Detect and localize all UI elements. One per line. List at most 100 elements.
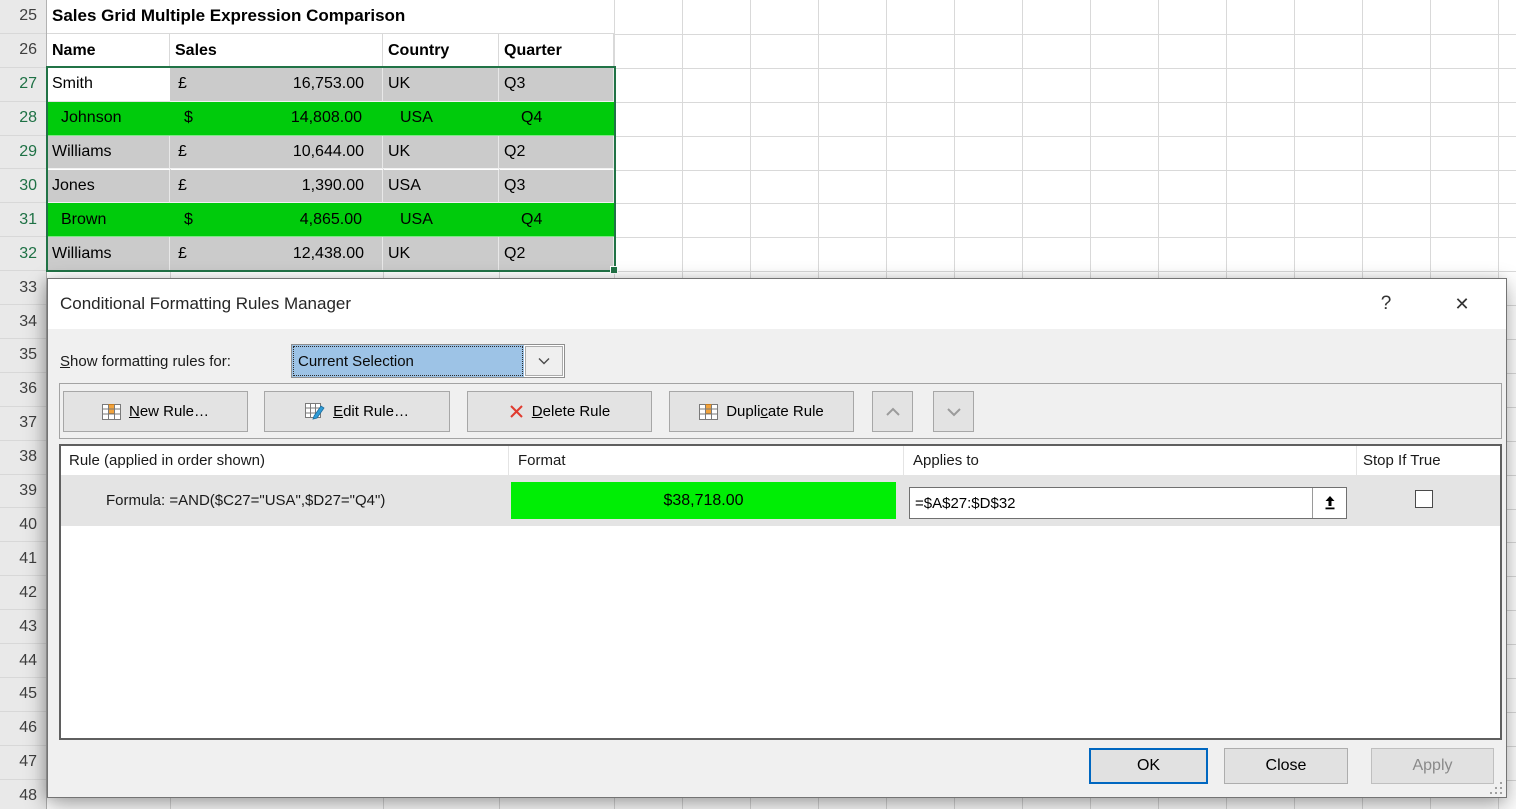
column-header-stop-if-true: Stop If True — [1363, 452, 1441, 469]
sheet-cell[interactable]: $4,865.00 — [170, 203, 383, 238]
row-header-28[interactable]: 28 — [0, 102, 46, 136]
rules-toolbar: New Rule… Edit Rule… Delete Rule — [59, 383, 1502, 439]
sheet-cell[interactable]: USA — [383, 203, 499, 238]
sheet-cell[interactable]: Q4 — [499, 101, 614, 136]
sheet-cell[interactable]: Q4 — [499, 203, 614, 238]
chevron-up-icon — [885, 407, 900, 416]
sheet-cell[interactable]: USA — [383, 169, 499, 204]
sheet-cell[interactable]: £10,644.00 — [170, 135, 383, 170]
delete-rule-label: Delete Rule — [531, 403, 611, 420]
collapse-dialog-range-picker-button[interactable] — [1312, 488, 1346, 518]
edit-rule-button[interactable]: Edit Rule… — [264, 391, 450, 432]
sheet-cell[interactable]: Smith — [47, 67, 170, 102]
row-header-32[interactable]: 32 — [0, 237, 46, 272]
row-header-40[interactable]: 40 — [0, 509, 46, 543]
row-header-48[interactable]: 48 — [0, 780, 46, 809]
new-rule-button[interactable]: New Rule… — [63, 391, 248, 432]
chevron-down-icon — [946, 407, 961, 416]
column-header-name[interactable]: Name — [47, 33, 170, 68]
row-header-36[interactable]: 36 — [0, 373, 46, 407]
show-rules-selected-value: Current Selection — [292, 345, 524, 377]
gridline — [47, 271, 1516, 273]
move-rule-up-button[interactable] — [872, 391, 913, 432]
row-header-31[interactable]: 31 — [0, 203, 46, 238]
dropdown-button[interactable] — [525, 346, 563, 376]
sales-amount: 16,753.00 — [292, 75, 364, 93]
row-header-26[interactable]: 26 — [0, 34, 46, 68]
row-header-38[interactable]: 38 — [0, 441, 46, 475]
delete-rule-button[interactable]: Delete Rule — [467, 391, 652, 432]
dialog-titlebar[interactable]: Conditional Formatting Rules Manager ? ✕ — [48, 279, 1506, 329]
gridline — [47, 169, 1516, 171]
rule-row[interactable]: Formula: =AND($C27="USA",$D27="Q4") $38,… — [61, 475, 1500, 526]
currency-symbol: £ — [178, 143, 187, 161]
close-button[interactable]: Close — [1224, 748, 1348, 784]
rule-description: Formula: =AND($C27="USA",$D27="Q4") — [106, 492, 386, 509]
sheet-cell[interactable]: Williams — [47, 237, 170, 272]
apply-button[interactable]: Apply — [1371, 748, 1494, 784]
close-dialog-button[interactable]: ✕ — [1442, 279, 1482, 329]
row-header-42[interactable]: 42 — [0, 576, 46, 611]
applies-to-input[interactable] — [910, 488, 1312, 518]
applies-to-range-group — [909, 487, 1347, 519]
sheet-cell[interactable]: Jones — [47, 169, 170, 204]
sheet-cell[interactable]: UK — [383, 67, 499, 102]
sheet-cell[interactable]: Q3 — [499, 67, 614, 102]
column-header-quarter[interactable]: Quarter — [499, 33, 614, 68]
help-button[interactable]: ? — [1366, 279, 1406, 329]
row-header-43[interactable]: 43 — [0, 610, 46, 645]
sheet-cell[interactable]: Q2 — [499, 135, 614, 170]
sheet-cell[interactable]: Johnson — [47, 101, 170, 136]
sheet-cell[interactable]: Brown — [47, 203, 170, 238]
row-header-35[interactable]: 35 — [0, 339, 46, 373]
sales-amount: 10,644.00 — [292, 143, 364, 161]
sales-amount: 1,390.00 — [301, 176, 364, 194]
row-header-27[interactable]: 27 — [0, 68, 46, 102]
row-header-39[interactable]: 39 — [0, 475, 46, 509]
cf-rules-manager-dialog: Conditional Formatting Rules Manager ? ✕… — [47, 278, 1507, 798]
rules-list: Rule (applied in order shown) Format App… — [59, 444, 1502, 740]
sheet-cell[interactable]: Q2 — [499, 237, 614, 272]
sheet-cell[interactable]: £16,753.00 — [170, 67, 383, 102]
sheet-cell[interactable]: £12,438.00 — [170, 237, 383, 272]
currency-symbol: $ — [184, 210, 193, 228]
chevron-down-icon — [538, 358, 550, 365]
ok-button[interactable]: OK — [1089, 748, 1208, 784]
duplicate-rule-button[interactable]: Duplicate Rule — [669, 391, 854, 432]
duplicate-rule-grid-icon — [699, 403, 719, 420]
sheet-cell[interactable]: UK — [383, 237, 499, 272]
sheet-cell[interactable]: £1,390.00 — [170, 169, 383, 204]
column-header-sales[interactable]: Sales — [170, 33, 383, 68]
sheet-cell[interactable]: USA — [383, 101, 499, 136]
column-header-country[interactable]: Country — [383, 33, 499, 68]
row-header-33[interactable]: 33 — [0, 271, 46, 306]
sheet-cell[interactable]: Q3 — [499, 169, 614, 204]
edit-rule-pencil-icon — [305, 403, 325, 420]
column-header-rule: Rule (applied in order shown) — [69, 452, 265, 469]
currency-symbol: £ — [178, 244, 187, 262]
sheet-title-cell[interactable]: Sales Grid Multiple Expression Compariso… — [47, 0, 614, 34]
row-header-47[interactable]: 47 — [0, 746, 46, 780]
gridline — [47, 67, 1516, 69]
column-header-format: Format — [518, 452, 566, 469]
stop-if-true-checkbox[interactable] — [1415, 490, 1433, 508]
sheet-cell[interactable]: UK — [383, 135, 499, 170]
row-header-46[interactable]: 46 — [0, 712, 46, 746]
sheet-cell[interactable]: $14,808.00 — [170, 101, 383, 136]
sales-amount: 4,865.00 — [299, 210, 362, 228]
sales-amount: 12,438.00 — [292, 244, 364, 262]
row-header-29[interactable]: 29 — [0, 136, 46, 170]
row-header-37[interactable]: 37 — [0, 407, 46, 441]
row-header-25[interactable]: 25 — [0, 0, 46, 34]
row-header-41[interactable]: 41 — [0, 542, 46, 577]
row-header-34[interactable]: 34 — [0, 305, 46, 339]
show-rules-dropdown[interactable]: Current Selection — [291, 344, 565, 378]
resize-grip[interactable] — [1490, 782, 1502, 794]
gridline — [47, 33, 1516, 35]
sheet-cell[interactable]: Williams — [47, 135, 170, 170]
row-header-45[interactable]: 45 — [0, 678, 46, 712]
move-rule-down-button[interactable] — [933, 391, 974, 432]
row-header-30[interactable]: 30 — [0, 170, 46, 204]
row-header-44[interactable]: 44 — [0, 644, 46, 678]
